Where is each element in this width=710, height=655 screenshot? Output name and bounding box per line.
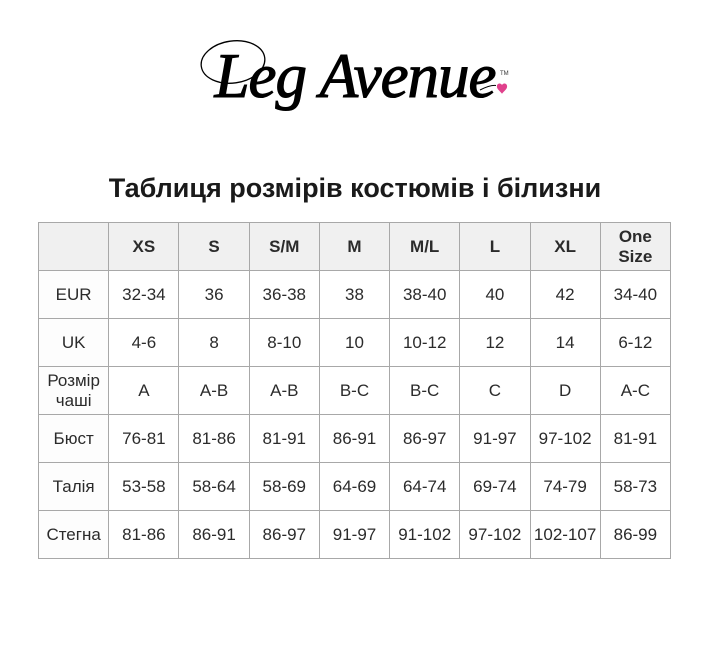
svg-text:TM: TM (500, 71, 509, 77)
svg-text:Leg Avenue: Leg Avenue (213, 41, 495, 111)
